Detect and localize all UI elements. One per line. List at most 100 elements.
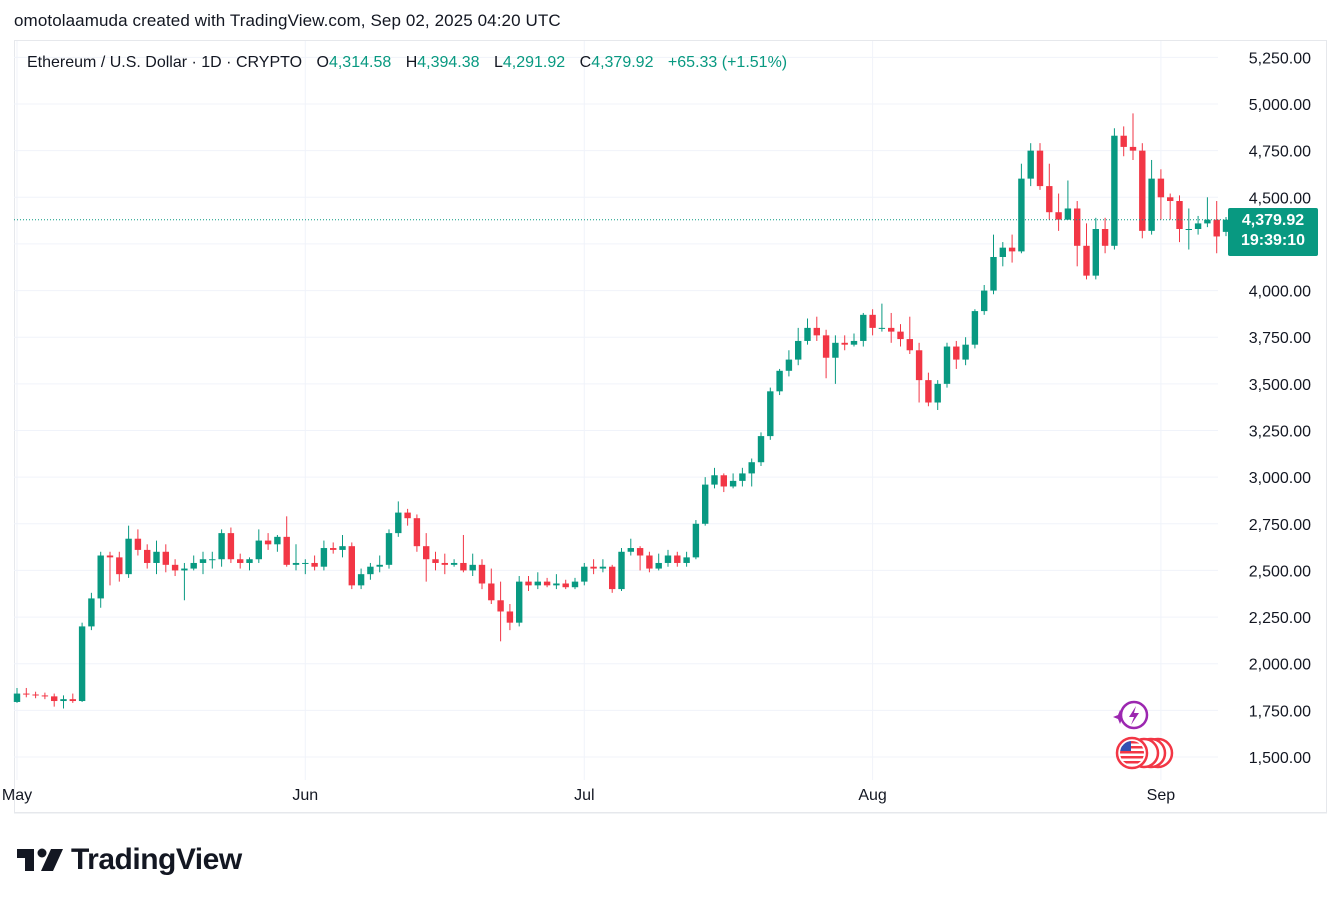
candle — [692, 520, 700, 560]
candle-body — [804, 327, 811, 341]
candle — [636, 546, 644, 571]
candle — [506, 604, 514, 631]
candle-body — [692, 523, 700, 558]
candle-body — [562, 583, 569, 588]
candle-body — [962, 344, 969, 360]
x-tick-label: Jun — [292, 787, 318, 804]
y-tick-label: 3,750.00 — [1249, 330, 1311, 347]
us-flag-events-icon[interactable] — [1114, 735, 1178, 776]
candle-body — [171, 564, 179, 571]
candle-body — [339, 546, 346, 550]
candle-body — [1055, 212, 1062, 220]
candle-body — [78, 626, 86, 702]
candle — [729, 473, 737, 489]
candle — [981, 284, 988, 315]
candle — [962, 337, 969, 366]
candle-body — [1120, 135, 1127, 147]
x-tick-label: Jul — [574, 787, 594, 804]
chart-byline: omotolaamuda created with TradingView.co… — [14, 11, 561, 30]
candle-body — [953, 346, 960, 360]
candle — [432, 551, 439, 571]
tradingview-logo-icon — [17, 848, 63, 871]
candle-body — [1111, 135, 1118, 246]
candle-body — [1092, 229, 1099, 276]
y-tick-label: 1,500.00 — [1249, 750, 1311, 767]
candle — [264, 533, 272, 550]
candle — [1129, 113, 1137, 160]
candle-body — [581, 566, 588, 582]
candle-body — [32, 694, 39, 696]
candle — [302, 559, 309, 575]
candle — [144, 544, 151, 569]
candle — [88, 592, 95, 631]
candle-body — [1139, 150, 1146, 231]
candle-body — [506, 611, 514, 623]
candle — [767, 387, 774, 440]
candle — [162, 544, 169, 573]
candle — [739, 467, 746, 487]
candle — [1074, 201, 1081, 267]
candle-body — [1213, 219, 1220, 237]
candle-body — [218, 533, 225, 560]
candle-body — [302, 562, 309, 564]
candle-body — [292, 562, 300, 565]
candle — [125, 525, 132, 578]
candle — [283, 516, 290, 567]
candle-body — [88, 598, 95, 627]
x-tick-label: Aug — [858, 787, 886, 804]
y-tick-label: 2,750.00 — [1249, 517, 1311, 534]
candle — [367, 562, 374, 580]
candle-body — [943, 346, 951, 384]
candle-body — [767, 391, 774, 437]
candle — [274, 534, 281, 552]
candle-body — [1064, 208, 1072, 220]
candle — [534, 572, 541, 590]
candle — [60, 695, 67, 709]
candle-body — [1018, 178, 1025, 252]
candle-body — [776, 370, 783, 392]
high-value: 4,394.38 — [417, 54, 480, 71]
candle — [897, 324, 904, 347]
candle — [385, 529, 393, 569]
candle-body — [925, 380, 932, 403]
candle — [971, 309, 979, 349]
candle-body — [702, 484, 709, 524]
candle-body — [190, 562, 197, 569]
candle — [878, 303, 886, 332]
candle-body — [23, 693, 30, 695]
candle-body — [330, 548, 337, 550]
candle — [860, 312, 867, 347]
candle — [1027, 143, 1034, 187]
candle — [674, 551, 681, 567]
candle-body — [971, 311, 979, 345]
y-tick-label: 5,250.00 — [1249, 50, 1311, 67]
y-tick-label: 4,500.00 — [1249, 190, 1311, 207]
candle-body — [1008, 247, 1016, 252]
candle — [134, 529, 142, 556]
candle — [1157, 169, 1165, 220]
candle — [1204, 197, 1211, 228]
candle — [1064, 180, 1072, 220]
change-value: +65.33 (+1.51%) — [667, 54, 788, 71]
candle-body — [1083, 245, 1090, 276]
candle-body — [1027, 150, 1034, 179]
candle — [599, 559, 607, 573]
candle — [943, 342, 951, 388]
candle — [832, 335, 839, 384]
candle — [320, 540, 328, 571]
candle-body — [144, 549, 151, 563]
candle — [171, 559, 179, 577]
candle-body — [404, 512, 411, 519]
candle-body — [1129, 146, 1137, 151]
candle — [590, 559, 597, 575]
candle — [330, 542, 337, 554]
candle-body — [395, 512, 402, 534]
sparkle-lightning-icon[interactable] — [1110, 698, 1152, 737]
close-value: 4,379.92 — [591, 54, 654, 71]
candle-body — [1194, 223, 1202, 230]
candle — [497, 581, 504, 642]
candle-body — [1157, 178, 1165, 198]
candle-body — [655, 562, 662, 569]
open-label: O — [316, 54, 329, 71]
